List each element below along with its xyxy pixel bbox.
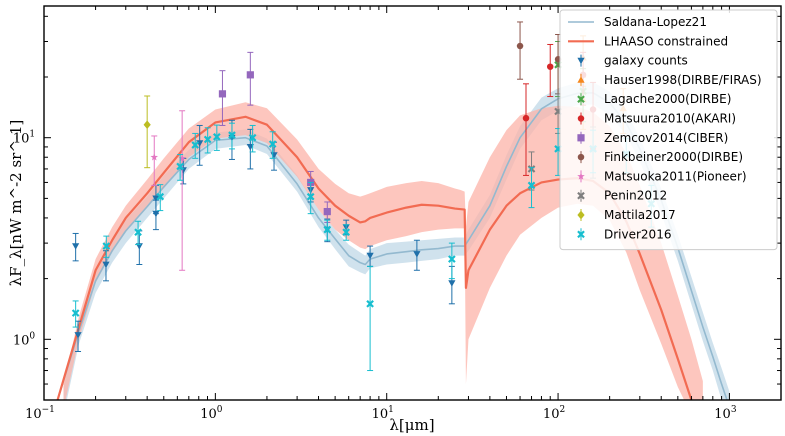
legend-label: Hauser1998(DIRBE/FIRAS) <box>604 73 762 87</box>
legend-label: Lagache2000(DIRBE) <box>604 92 731 106</box>
legend-marker <box>577 115 585 122</box>
legend-item: Finkbeiner2000(DIRBE) <box>577 150 743 164</box>
data-point <box>248 133 257 142</box>
x-tick-label: 100 <box>200 405 223 422</box>
data-point <box>102 261 110 269</box>
y-axis-label: λF_λ[nW m^-2 sr^-1] <box>7 120 25 287</box>
data-point <box>203 135 212 144</box>
data-point <box>134 228 142 236</box>
data-point <box>527 181 536 190</box>
data-point <box>448 255 456 263</box>
data-point <box>366 252 374 260</box>
legend-label: LHAASO constrained <box>604 34 728 48</box>
data-point <box>268 140 277 148</box>
legend-item: LHAASO constrained <box>568 34 728 48</box>
data-point <box>71 309 80 317</box>
data-point <box>323 225 332 234</box>
legend-label: Zemcov2014(CIBER) <box>604 131 728 145</box>
legend-marker <box>577 95 585 104</box>
data-point <box>143 120 151 130</box>
data-point <box>228 131 236 139</box>
legend-marker <box>577 210 585 220</box>
x-tick-label: 103 <box>714 405 737 422</box>
legend-box <box>559 9 778 251</box>
legend-item: Penin2012 <box>577 189 667 203</box>
legend-item: Saldana-Lopez21 <box>568 15 707 29</box>
data-point <box>191 141 200 149</box>
legend-item: Matsuura2010(AKARI) <box>577 112 736 126</box>
data-point <box>156 192 165 201</box>
data-point <box>522 114 530 122</box>
legend-item: Hauser1998(DIRBE/FIRAS) <box>577 73 762 87</box>
legend-marker <box>577 134 585 142</box>
uncertainty-band-1 <box>63 102 703 400</box>
legend-label: Penin2012 <box>604 189 667 203</box>
legend-marker <box>577 76 585 83</box>
legend-label: Finkbeiner2000(DIRBE) <box>604 150 743 164</box>
data-point <box>212 132 221 141</box>
legend-label: Saldana-Lopez21 <box>604 15 707 29</box>
data-point <box>448 280 456 287</box>
legend-marker <box>577 153 585 161</box>
x-tick-label: 10−1 <box>25 405 55 422</box>
legend-item: Driver2016 <box>577 227 671 241</box>
legend-item: galaxy counts <box>577 54 688 68</box>
data-point <box>516 42 524 50</box>
data-point <box>413 251 421 258</box>
legend-item: Matsuoka2011(Pioneer) <box>577 169 747 183</box>
data-point <box>342 228 351 236</box>
legend-marker <box>577 57 585 65</box>
legend-item: Mattila2017 <box>577 208 676 222</box>
x-tick-label: 101 <box>372 405 394 422</box>
data-point <box>74 332 82 339</box>
data-point <box>150 153 159 161</box>
legend-label: Matsuoka2011(Pioneer) <box>604 169 747 183</box>
legend-label: galaxy counts <box>604 54 688 68</box>
y-tick-label: 101 <box>13 130 35 147</box>
data-point <box>366 299 374 308</box>
legend-marker <box>577 172 585 180</box>
data-point <box>176 162 184 171</box>
plot-frame <box>43 5 782 401</box>
data-point <box>72 243 80 250</box>
legend-marker <box>577 191 585 200</box>
data-point <box>246 71 254 79</box>
legend-label: Mattila2017 <box>604 208 676 222</box>
data-point <box>323 207 331 216</box>
legend-marker <box>577 230 585 239</box>
legend-label: Matsuura2010(AKARI) <box>604 112 736 126</box>
data-point <box>178 154 186 162</box>
y-tick-label: 100 <box>13 331 36 348</box>
data-point <box>102 242 111 250</box>
x-tick-label: 102 <box>543 405 565 422</box>
legend-label: Driver2016 <box>604 227 671 241</box>
data-point <box>218 90 227 98</box>
x-axis-label: λ[μm] <box>389 416 434 434</box>
data-point <box>306 192 315 201</box>
legend-item: Zemcov2014(CIBER) <box>577 131 728 145</box>
data-point <box>152 195 160 202</box>
legend-item: Lagache2000(DIRBE) <box>577 92 731 106</box>
data-point <box>546 63 554 70</box>
